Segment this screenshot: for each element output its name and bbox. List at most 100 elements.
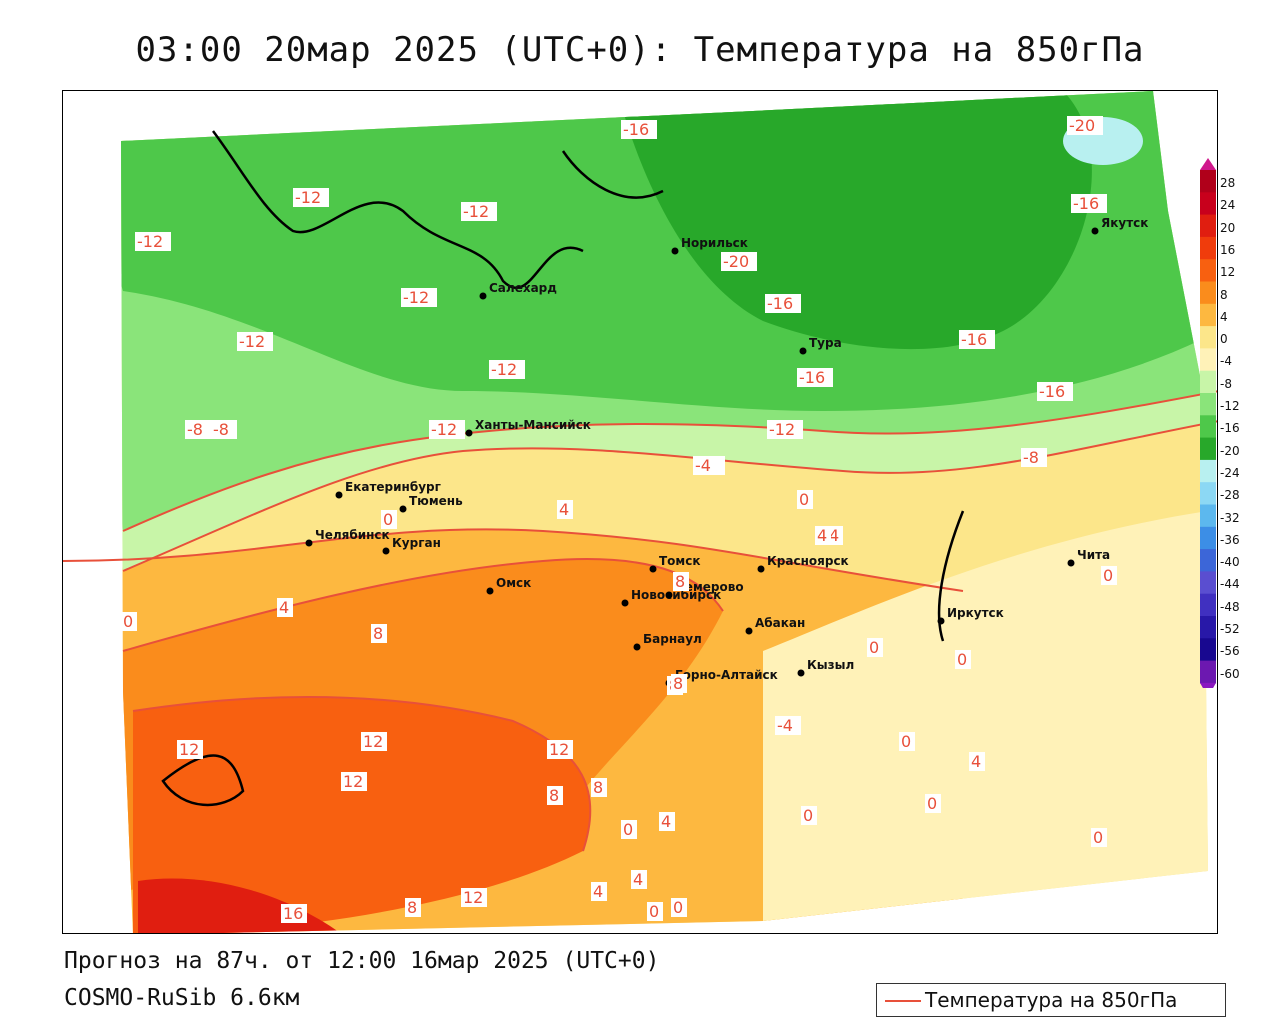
isotherm-label-box	[797, 490, 813, 509]
isotherm-label: -16	[623, 120, 649, 139]
isotherm-label: -16	[767, 294, 793, 313]
isotherm-label: 0	[383, 510, 393, 529]
isotherm-label-box	[775, 716, 801, 735]
city-label: Чита	[1077, 548, 1110, 562]
isotherm-label: 12	[363, 732, 383, 751]
isotherm-label-box	[1067, 116, 1103, 135]
isotherm-label-box	[429, 420, 465, 439]
isotherm-label: -12	[769, 420, 795, 439]
isotherm-label-box	[293, 188, 329, 207]
scale-arrow-down	[1200, 682, 1216, 688]
isotherm-label: 0	[799, 490, 809, 509]
isotherm-label-box	[673, 572, 689, 591]
scale-tick-label: -56	[1220, 644, 1240, 659]
isotherm-label-box	[371, 624, 387, 643]
city-label: Тура	[809, 336, 842, 350]
isotherm-label-box	[591, 882, 607, 901]
isotherm-label-box	[1101, 566, 1117, 585]
scale-color-step	[1200, 170, 1216, 193]
scale-tick-label: 24	[1220, 198, 1236, 213]
isotherm-label-box	[381, 510, 397, 529]
city-marker	[479, 292, 487, 300]
city-marker	[621, 599, 629, 607]
city-marker	[649, 565, 657, 573]
scale-tick-label: 12	[1220, 265, 1236, 280]
city-marker	[1067, 559, 1075, 567]
city-label: Салехард	[489, 281, 557, 295]
isotherm-label: 16	[283, 904, 303, 923]
isotherm-label-box	[631, 870, 647, 889]
isotherm-label-box	[489, 360, 525, 379]
isotherm-label-box	[591, 778, 607, 797]
city-label: Иркутск	[947, 606, 1004, 620]
scale-color-step	[1200, 571, 1216, 595]
isotherm-label: 0	[901, 732, 911, 751]
isotherm-label: -12	[463, 202, 489, 221]
isotherm-label: 0	[1103, 566, 1113, 585]
isotherm-label: -12	[491, 360, 517, 379]
isotherm-label-box	[341, 772, 367, 791]
isotherm-label-box	[815, 526, 831, 545]
isotherm-label-box	[277, 598, 293, 617]
city-label: Томск	[659, 554, 701, 568]
isotherm-label: -8	[1023, 448, 1039, 467]
scale-color-step	[1200, 393, 1216, 416]
city-label: Барнаул	[643, 632, 702, 646]
scale-color-step	[1200, 638, 1216, 662]
isotherm-label: 4	[971, 752, 981, 771]
isotherm-label: 0	[803, 806, 813, 825]
isotherm-label-box	[281, 904, 307, 923]
isotherm-label: -8	[187, 420, 203, 439]
scale-color-step	[1200, 348, 1216, 372]
scale-color-step	[1200, 303, 1216, 327]
scale-color-step	[1200, 214, 1216, 238]
city-marker	[382, 547, 390, 555]
isotherm-label: -16	[1073, 194, 1099, 213]
isotherm-label-box	[185, 420, 211, 439]
scale-tick-label: -44	[1220, 577, 1240, 592]
isotherm-label: -20	[1069, 116, 1095, 135]
scale-tick-label: 8	[1220, 287, 1228, 302]
isotherm-label-box	[955, 650, 971, 669]
city-label: Челябинск	[315, 528, 390, 542]
isotherm-label: 8	[593, 778, 603, 797]
city-label: Новосибирск	[631, 588, 721, 602]
scale-tick-label: 20	[1220, 220, 1236, 235]
city-marker	[797, 669, 805, 677]
scale-tick-label: -4	[1220, 354, 1232, 369]
isotherm-label: 0	[623, 820, 633, 839]
isotherm-label: -16	[961, 330, 987, 349]
city-label: Курган	[392, 536, 441, 550]
isotherm-label: 8	[373, 624, 383, 643]
scale-color-step	[1200, 459, 1216, 483]
isotherm-label-box	[1037, 382, 1073, 401]
isotherm-label: 4	[817, 526, 827, 545]
isotherm-label: 0	[957, 650, 967, 669]
scale-color-step	[1200, 415, 1216, 439]
scale-tick-label: -8	[1220, 376, 1232, 391]
isotherm-label: 4	[661, 812, 671, 831]
scale-color-step	[1200, 593, 1216, 617]
temperature-map: Салехард Норильск Якутск Тура Ханты-Мансийск…	[62, 90, 1218, 934]
isotherm-label-box	[1091, 828, 1107, 847]
isotherm-label-box	[959, 330, 995, 349]
scale-color-step	[1200, 482, 1216, 505]
isotherm-label-box	[177, 740, 203, 759]
isotherm-label: -12	[431, 420, 457, 439]
isotherm-label-box	[401, 288, 437, 307]
legend-label: Температура на 850гПа	[925, 988, 1178, 1012]
isotherm-label: -12	[403, 288, 429, 307]
scale-tick-label: -40	[1220, 555, 1240, 570]
isotherm-label-box	[647, 902, 663, 921]
scale-tick-label: -32	[1220, 510, 1240, 525]
city-label: Тюмень	[409, 494, 463, 508]
scale-tick-label: -20	[1220, 443, 1240, 458]
isotherm-label-box	[969, 752, 985, 771]
scale-color-step	[1200, 660, 1216, 684]
isotherm-label-box	[405, 898, 421, 917]
scale-tick-label: -52	[1220, 622, 1240, 636]
city-label: Красноярск	[767, 554, 849, 568]
city-marker	[671, 247, 679, 255]
isotherm-label: 12	[463, 888, 483, 907]
isotherm-label: -12	[295, 188, 321, 207]
